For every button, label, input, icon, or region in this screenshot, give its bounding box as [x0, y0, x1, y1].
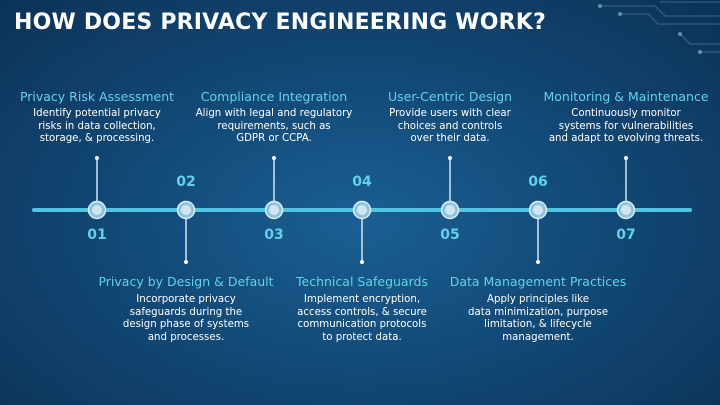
connector-dot — [272, 156, 276, 160]
description-line: communication protocols — [297, 319, 427, 330]
step-description: Align with legal and regulatory requireme… — [194, 108, 354, 146]
step-node — [352, 200, 372, 220]
description-line: Provide users with clear — [389, 108, 511, 119]
step-description: Implement encryption, access controls, & … — [282, 294, 442, 344]
step-description: Apply principles like data minimization, … — [458, 294, 618, 344]
description-line: choices and controls — [397, 120, 503, 132]
step-number: 04 — [352, 174, 372, 190]
step-node — [616, 200, 636, 220]
step-label: Compliance Integration — [200, 89, 348, 104]
description-line: Implement encryption, — [303, 294, 421, 305]
description-line: Apply principles like — [487, 294, 589, 305]
description-line: systems for vulnerabilities — [558, 120, 694, 132]
description-line: management. — [502, 331, 574, 343]
description-line: Align with legal and regulatory — [195, 108, 353, 119]
step-label: Data Management Practices — [449, 274, 627, 289]
description-line: storage, & processing. — [39, 133, 155, 144]
step-number: 06 — [528, 174, 548, 190]
description-line: safeguards during the — [129, 306, 243, 318]
description-line: risks in data collection, — [38, 120, 156, 132]
description-line: Continuously monitor — [571, 108, 681, 119]
step-label: Monitoring & Maintenance — [543, 89, 709, 104]
description-line: data minimization, purpose — [468, 306, 608, 318]
step-number: 03 — [264, 227, 284, 243]
step-node — [440, 200, 460, 220]
description-line: access controls, & secure — [297, 306, 427, 318]
circuit-lines-icon — [598, 1, 720, 54]
step-label: Privacy Risk Assessment — [19, 89, 175, 104]
step-description: Identify potential privacy risks in data … — [17, 108, 177, 146]
step-description: Provide users with clear choices and cont… — [370, 108, 530, 146]
step-number: 07 — [616, 227, 636, 243]
description-line: to protect data. — [322, 331, 402, 343]
connector-dot — [95, 156, 99, 160]
step-label: User-Centric Design — [387, 89, 513, 104]
step-label: Privacy by Design & Default — [98, 274, 274, 289]
description-line: limitation, & lifecycle — [484, 319, 592, 330]
description-line: and adapt to evolving threats. — [548, 133, 704, 144]
step-number: 01 — [87, 227, 107, 243]
step-number: 05 — [440, 227, 460, 243]
step-node — [87, 200, 107, 220]
step-node — [528, 200, 548, 220]
step-number: 02 — [176, 174, 196, 190]
step-description: Incorporate privacy safeguards during the… — [106, 294, 266, 344]
description-line: Identify potential privacy — [33, 108, 161, 119]
description-line: requirements, such as — [217, 120, 331, 132]
description-line: and processes. — [147, 331, 225, 343]
connector-dot — [448, 156, 452, 160]
connector-dot — [184, 260, 188, 264]
connector-dot — [360, 260, 364, 264]
description-line: over their data. — [410, 133, 490, 144]
connector-dot — [536, 260, 540, 264]
description-line: Incorporate privacy — [136, 294, 236, 305]
step-node — [176, 200, 196, 220]
step-label: Technical Safeguards — [296, 274, 428, 289]
page-title: HOW DOES PRIVACY ENGINEERING WORK? — [14, 10, 547, 35]
step-node — [264, 200, 284, 220]
description-line: GDPR or CCPA. — [236, 133, 312, 144]
description-line: design phase of systems — [122, 319, 250, 330]
connector-dot — [624, 156, 628, 160]
step-description: Continuously monitor systems for vulnerab… — [546, 108, 706, 146]
